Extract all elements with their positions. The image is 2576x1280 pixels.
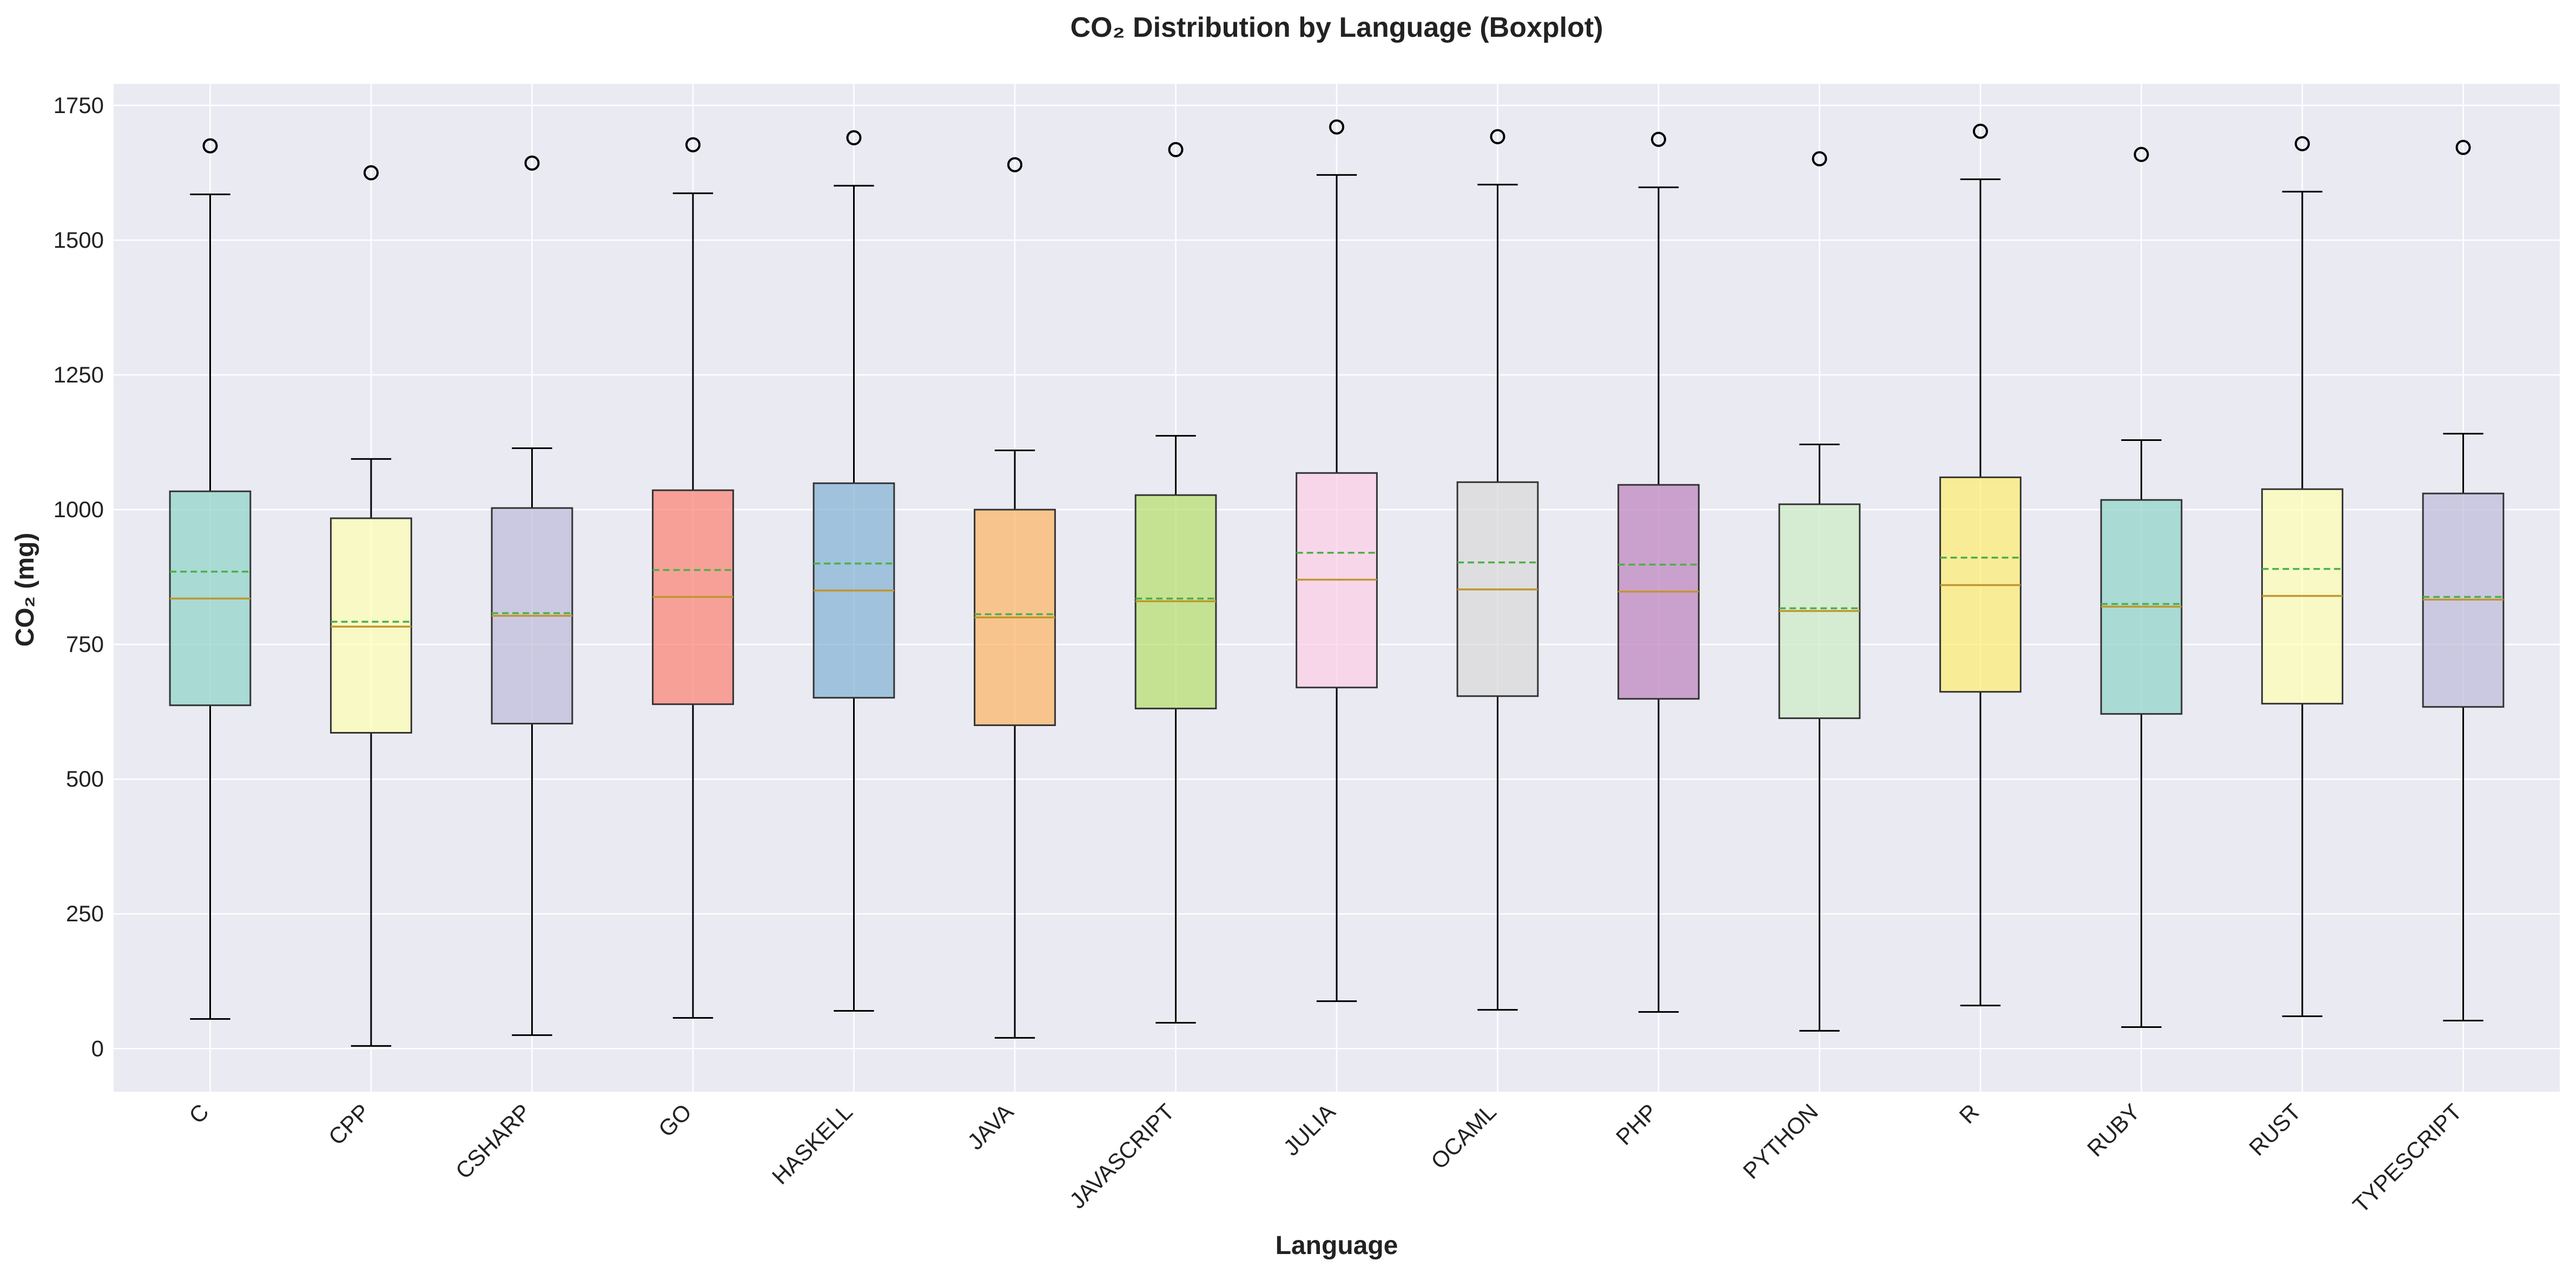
box-group-javascript <box>1134 142 1217 1024</box>
outlier-point <box>1168 142 1184 157</box>
y-tick-label: 500 <box>66 766 104 791</box>
outlier-point <box>2455 140 2471 155</box>
outlier-point <box>846 130 862 146</box>
box-group-cpp <box>330 165 412 1047</box>
x-axis-label: Language <box>1276 1231 1398 1260</box>
box-group-typescript <box>2422 140 2505 1021</box>
y-tick-label: 250 <box>66 901 104 926</box>
box-group-python <box>1778 151 1861 1032</box>
iqr-box <box>330 517 412 734</box>
box-group-julia <box>1296 119 1378 1002</box>
box-group-ocaml <box>1456 129 1539 1011</box>
y-tick-label: 750 <box>66 631 104 657</box>
box-group-rust <box>2261 136 2343 1018</box>
box-group-java <box>974 157 1056 1039</box>
outlier-point <box>1329 119 1344 135</box>
y-tick-label: 1750 <box>54 93 104 118</box>
box-group-ruby <box>2100 147 2183 1028</box>
box-group-go <box>652 137 734 1019</box>
outlier-point <box>524 155 540 171</box>
y-tick-label: 1500 <box>54 227 104 253</box>
outlier-point <box>1651 131 1666 147</box>
y-axis-label: CO₂ (mg) <box>11 533 39 647</box>
box-group-php <box>1617 131 1700 1013</box>
box-group-csharp <box>491 155 573 1036</box>
outlier-point <box>1007 157 1022 173</box>
box-group-r <box>1939 123 2022 1007</box>
box-group-c <box>169 138 252 1020</box>
outlier-point <box>1490 129 1505 144</box>
outlier-point <box>364 165 379 181</box>
outlier-point <box>685 137 701 153</box>
y-tick-label: 0 <box>91 1035 104 1061</box>
outlier-point <box>202 138 218 154</box>
y-tick-label: 1000 <box>54 497 104 522</box>
y-tick-label: 1250 <box>54 362 104 387</box>
box-group-haskell <box>813 130 895 1012</box>
outlier-point <box>1973 123 1988 139</box>
outlier-point <box>2134 147 2149 162</box>
outlier-point <box>2295 136 2310 151</box>
outlier-point <box>1812 151 1827 167</box>
chart-title: CO₂ Distribution by Language (Boxplot) <box>1070 12 1603 43</box>
